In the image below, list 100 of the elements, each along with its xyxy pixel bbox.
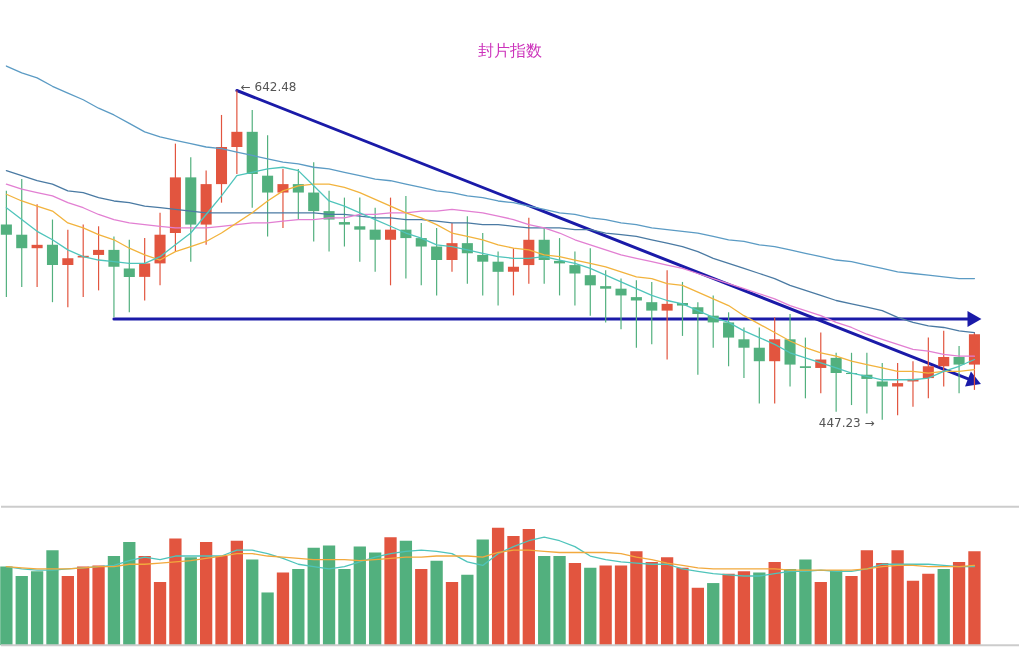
bar: [614, 565, 628, 646]
candlestick: [600, 269, 612, 324]
bar: [338, 568, 351, 646]
bar: [369, 552, 382, 646]
candlestick: [308, 161, 320, 243]
bar: [399, 540, 413, 646]
candlestick: [0, 190, 12, 298]
bar: [307, 547, 320, 646]
candlestick: [507, 247, 519, 297]
bar: [522, 528, 535, 646]
bar: [845, 576, 858, 646]
candlestick: [446, 222, 458, 273]
bar: [415, 568, 428, 646]
bar: [814, 581, 827, 646]
bar: [660, 557, 674, 646]
candlestick: [953, 345, 965, 394]
bar: [384, 537, 397, 646]
bar: [123, 541, 136, 646]
annotation: 447.23 →: [818, 416, 875, 431]
bar: [184, 557, 197, 646]
candlestick: [139, 237, 151, 302]
bar: [645, 561, 658, 646]
bar: [783, 568, 797, 646]
candlestick: [338, 197, 350, 248]
bar: [230, 540, 244, 646]
bar: [92, 565, 105, 646]
bar: [630, 551, 643, 646]
bar: [0, 566, 13, 646]
candlestick: [231, 89, 243, 175]
bar: [77, 566, 90, 646]
chart-title: 封片指数: [478, 40, 542, 60]
bar: [353, 546, 366, 646]
candlestick: [369, 207, 381, 273]
candlestick: [277, 168, 289, 229]
bar: [215, 556, 228, 646]
bar: [753, 572, 766, 646]
candlestick: [799, 337, 811, 399]
bar: [153, 581, 167, 646]
bar: [246, 559, 259, 646]
bar: [707, 583, 720, 646]
bar: [830, 570, 843, 646]
bar: [538, 556, 551, 646]
bar: [261, 592, 274, 646]
bar: [922, 573, 935, 646]
bar: [968, 551, 981, 646]
candlestick: [723, 311, 735, 367]
bar: [737, 571, 751, 646]
bar: [568, 563, 582, 646]
candlestick: [431, 227, 443, 297]
bar: [952, 561, 966, 646]
candlestick: [569, 250, 581, 307]
bar: [169, 538, 182, 646]
candlestick: [584, 247, 596, 317]
bar: [30, 571, 44, 646]
bar: [15, 576, 28, 646]
candlestick: [876, 362, 888, 421]
bar: [138, 556, 151, 646]
bar: [937, 568, 950, 646]
bar: [768, 561, 781, 646]
bar: [199, 541, 213, 646]
candlestick: [46, 218, 59, 303]
candlestick: [93, 225, 105, 291]
candlestick: [354, 197, 366, 263]
bar: [599, 565, 612, 646]
bar: [584, 567, 597, 646]
candlestick: [646, 281, 658, 345]
candlestick: [415, 222, 427, 286]
bar: [61, 576, 74, 646]
annotation: ← 642.48: [240, 80, 297, 95]
bar: [876, 563, 889, 646]
bar: [46, 550, 59, 646]
candlestick: [108, 235, 120, 318]
candlestick: [123, 239, 135, 313]
bar: [461, 574, 474, 646]
candlestick: [292, 168, 304, 221]
candlestick: [769, 316, 781, 404]
bar: [507, 536, 520, 646]
bar: [799, 559, 812, 646]
bar: [107, 556, 121, 646]
bar: [476, 539, 489, 646]
bar: [322, 545, 336, 646]
bar: [491, 527, 505, 646]
bar: [276, 572, 290, 646]
candlestick: [492, 250, 504, 307]
candlestick: [62, 229, 74, 308]
candlestick: [661, 269, 673, 361]
bar: [553, 556, 566, 646]
bar: [676, 567, 689, 646]
bar: [860, 550, 874, 646]
candlestick: [738, 326, 750, 379]
bar: [722, 573, 735, 646]
candlestick: [262, 134, 274, 237]
bar: [891, 550, 904, 646]
candlestick: [16, 178, 28, 288]
candlestick: [615, 277, 627, 330]
bar: [430, 560, 443, 646]
candlestick: [892, 362, 904, 416]
bar: [691, 587, 704, 646]
bar: [445, 581, 459, 646]
bar: [906, 580, 920, 646]
